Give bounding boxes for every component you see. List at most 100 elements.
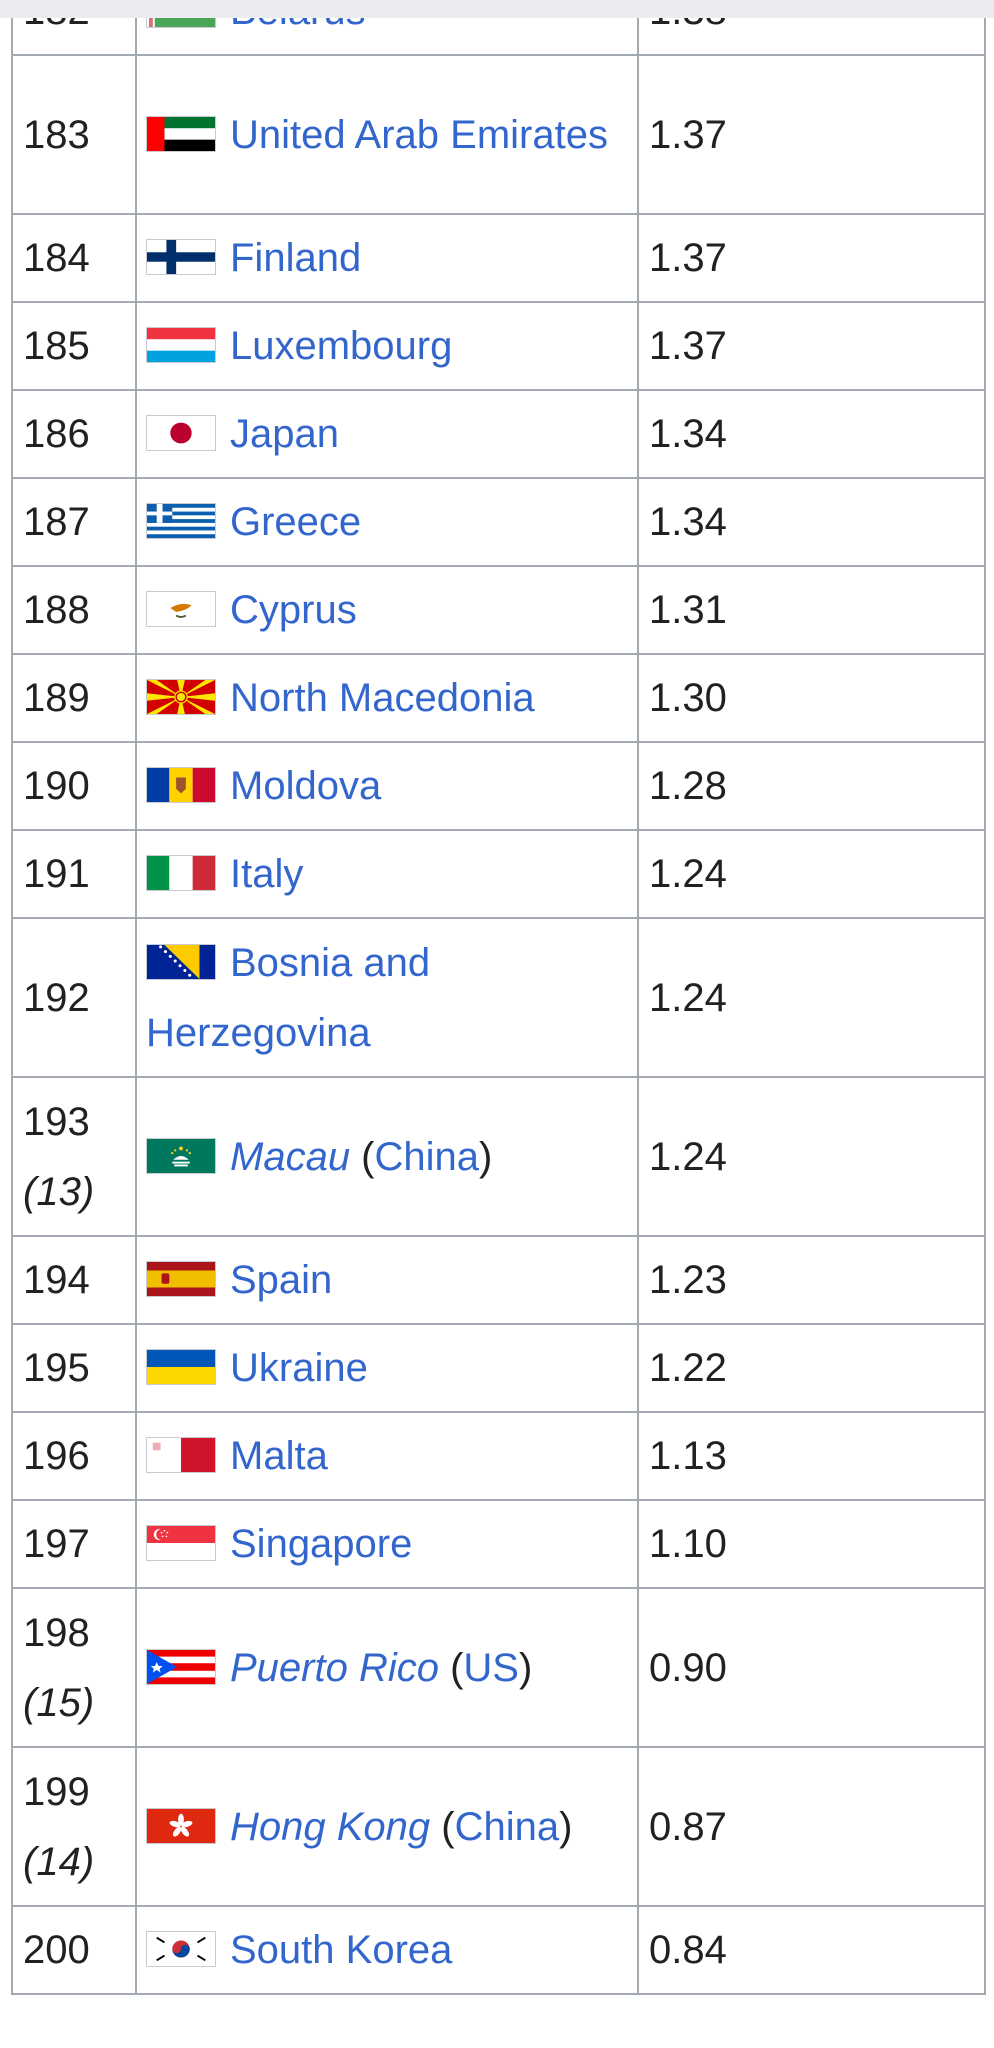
country-link[interactable]: Japan xyxy=(230,412,339,456)
fertility-rate-value: 1.23 xyxy=(649,1258,727,1302)
sub-rank: (13) xyxy=(23,1169,95,1214)
macau-flag-icon xyxy=(146,1137,216,1174)
country-cell: United Arab Emirates xyxy=(135,54,639,215)
rank-number: 194 xyxy=(23,1258,90,1302)
spain-flag-icon xyxy=(146,1261,216,1297)
fertility-rate-cell: 1.22 xyxy=(637,1323,986,1413)
sub-rank: (15) xyxy=(23,1680,95,1725)
fertility-rate-value: 1.31 xyxy=(649,588,727,632)
rank-cell: 185 xyxy=(11,301,137,391)
close-paren: ) xyxy=(479,1134,493,1179)
country-link[interactable]: Italy xyxy=(230,852,304,896)
country-cell: Spain xyxy=(135,1235,639,1325)
rank-number: 187 xyxy=(23,500,90,544)
rank-number: 200 xyxy=(23,1928,90,1972)
uae-flag-icon xyxy=(146,115,216,152)
country-link[interactable]: Moldova xyxy=(230,764,382,808)
rank-cell: 190 xyxy=(11,741,137,831)
rank-number: 190 xyxy=(23,764,90,808)
country-link[interactable]: Bosnia and Herzegovina xyxy=(146,940,431,1055)
table-row: 199 (14) Hong Kong (China) 0.87 xyxy=(11,1746,986,1907)
cyprus-flag-icon xyxy=(146,591,216,627)
country-cell: Greece xyxy=(135,477,639,567)
country-link[interactable]: Malta xyxy=(230,1434,328,1478)
fertility-rate-value: 0.84 xyxy=(649,1928,727,1972)
bosnia-flag-icon xyxy=(146,943,216,980)
open-paren: ( xyxy=(350,1134,375,1179)
rank-number: 189 xyxy=(23,676,90,720)
fertility-rate-value: 1.24 xyxy=(649,1134,727,1179)
country-cell: Finland xyxy=(135,213,639,303)
hong-kong-flag-icon xyxy=(146,1807,216,1844)
rank-cell: 198 (15) xyxy=(11,1587,137,1748)
country-cell: Hong Kong (China) xyxy=(135,1746,639,1907)
rank-number: 195 xyxy=(23,1346,90,1390)
fertility-rate-value: 1.37 xyxy=(649,236,727,280)
country-cell: Ukraine xyxy=(135,1323,639,1413)
table-row: 197 Singapore 1.10 xyxy=(11,1499,986,1589)
parent-country-link[interactable]: China xyxy=(374,1134,480,1179)
italy-flag-icon xyxy=(146,855,216,891)
moldova-flag-icon xyxy=(146,767,216,803)
rank-cell: 200 xyxy=(11,1905,137,1995)
country-cell: Bosnia and Herzegovina xyxy=(135,917,639,1078)
rank-number: 196 xyxy=(23,1434,90,1478)
country-link[interactable]: Cyprus xyxy=(230,588,357,632)
territory-link[interactable]: Hong Kong xyxy=(230,1804,431,1849)
open-paren: ( xyxy=(430,1804,455,1849)
country-cell: South Korea xyxy=(135,1905,639,1995)
open-paren: ( xyxy=(438,1645,464,1690)
table-row: 186 Japan 1.34 xyxy=(11,389,986,479)
close-paren: ) xyxy=(519,1645,533,1690)
fertility-rate-cell: 1.30 xyxy=(637,653,986,743)
rank-cell: 188 xyxy=(11,565,137,655)
fertility-rate-value: 1.22 xyxy=(649,1346,727,1390)
table-row: 189 North Macedonia 1.30 xyxy=(11,653,986,743)
rank-cell: 192 xyxy=(11,917,137,1078)
country-link[interactable]: United Arab Emirates xyxy=(230,112,608,157)
fertility-rate-value: 1.10 xyxy=(649,1522,727,1566)
fertility-rate-cell: 1.24 xyxy=(637,917,986,1078)
parent-country-link[interactable]: US xyxy=(463,1645,519,1690)
rank-number: 191 xyxy=(23,852,90,896)
rank-cell: 197 xyxy=(11,1499,137,1589)
country-link[interactable]: Luxembourg xyxy=(230,324,453,368)
country-link[interactable]: Ukraine xyxy=(230,1346,368,1390)
rank-number: 186 xyxy=(23,412,90,456)
fertility-rate-cell: 1.23 xyxy=(637,1235,986,1325)
fertility-rate-cell: 0.84 xyxy=(637,1905,986,1995)
rank-number: 197 xyxy=(23,1522,90,1566)
rank-cell: 195 xyxy=(11,1323,137,1413)
parent-country-link[interactable]: China xyxy=(454,1804,560,1849)
rank-number: 185 xyxy=(23,324,90,368)
fertility-rate-cell: 1.37 xyxy=(637,213,986,303)
rank-cell: 184 xyxy=(11,213,137,303)
country-link[interactable]: Singapore xyxy=(230,1522,413,1566)
fertility-rate-cell: 1.28 xyxy=(637,741,986,831)
country-cell: Italy xyxy=(135,829,639,919)
territory-link[interactable]: Puerto Rico xyxy=(230,1645,439,1690)
sub-rank: (14) xyxy=(23,1839,95,1884)
fertility-rate-cell: 1.34 xyxy=(637,389,986,479)
close-paren: ) xyxy=(559,1804,573,1849)
rank-number: 199 xyxy=(23,1769,90,1814)
greece-flag-icon xyxy=(146,503,216,539)
country-cell: Macau (China) xyxy=(135,1076,639,1237)
fertility-rate-value: 1.28 xyxy=(649,764,727,808)
singapore-flag-icon xyxy=(146,1525,216,1561)
fertility-rate-value: 1.34 xyxy=(649,500,727,544)
malta-flag-icon xyxy=(146,1437,216,1473)
fertility-rate-value: 0.90 xyxy=(649,1645,727,1690)
territory-link[interactable]: Macau xyxy=(230,1134,351,1179)
table-row: 188 Cyprus 1.31 xyxy=(11,565,986,655)
table-row: 193 (13) Macau (China) 1.24 xyxy=(11,1076,986,1237)
country-link[interactable]: South Korea xyxy=(230,1928,453,1972)
country-cell: Japan xyxy=(135,389,639,479)
country-link[interactable]: Greece xyxy=(230,500,362,544)
fertility-rate-cell: 0.87 xyxy=(637,1746,986,1907)
country-link[interactable]: Spain xyxy=(230,1258,333,1302)
country-link[interactable]: North Macedonia xyxy=(230,676,535,720)
fertility-rate-value: 1.37 xyxy=(649,112,727,157)
japan-flag-icon xyxy=(146,415,216,451)
country-link[interactable]: Finland xyxy=(230,236,362,280)
